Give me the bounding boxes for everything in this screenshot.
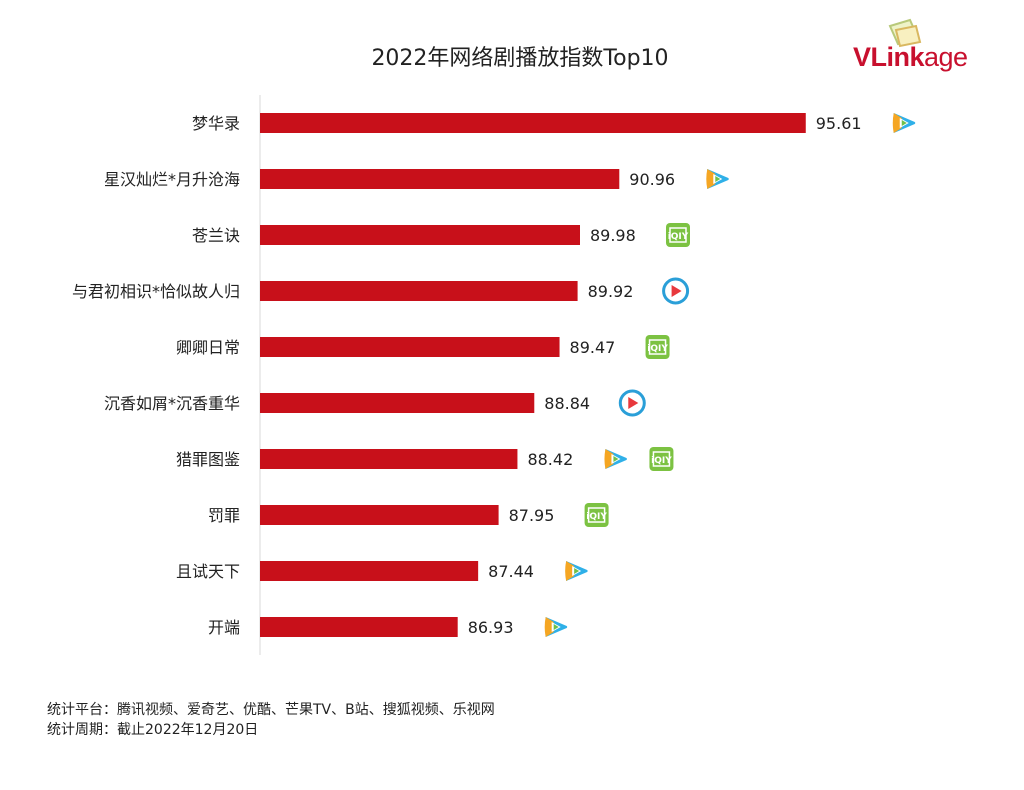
logo-cards-icon <box>888 18 922 48</box>
category-label: 猎罪图鉴 <box>176 450 240 469</box>
category-label: 卿卿日常 <box>176 338 240 357</box>
category-label: 与君初相识*恰似故人归 <box>72 282 240 301</box>
category-label: 且试天下 <box>176 562 240 581</box>
footer-platforms: 统计平台：腾讯视频、爱奇艺、优酷、芒果TV、B站、搜狐视频、乐视网 <box>47 702 495 718</box>
chart-title: 2022年网络剧播放指数Top10 <box>371 46 669 71</box>
value-label: 86.93 <box>468 618 514 637</box>
vlinkage-logo: VLinkage <box>850 18 990 73</box>
youku-icon <box>618 389 646 417</box>
footer-notes: 统计平台：腾讯视频、爱奇艺、优酷、芒果TV、B站、搜狐视频、乐视网 统计周期：截… <box>47 700 495 740</box>
category-label: 罚罪 <box>208 506 240 525</box>
logo-text-bold: VLink <box>853 42 925 72</box>
iqiyi-icon: iQIY <box>645 335 670 359</box>
iqiyi-icon: iQIY <box>649 447 674 471</box>
svg-text:iQIY: iQIY <box>586 512 607 522</box>
svg-text:iQIY: iQIY <box>668 232 689 242</box>
category-label: 星汉灿烂*月升沧海 <box>104 170 240 189</box>
bar <box>260 393 535 413</box>
category-label: 开端 <box>208 618 240 637</box>
value-label: 88.42 <box>527 450 573 469</box>
bar <box>260 617 458 637</box>
value-label: 88.84 <box>544 394 590 413</box>
value-label: 87.44 <box>488 562 534 581</box>
value-label: 90.96 <box>629 170 675 189</box>
bar <box>260 281 578 301</box>
category-label: 梦华录 <box>192 114 240 133</box>
bar <box>260 505 499 525</box>
bar <box>260 169 620 189</box>
value-label: 89.98 <box>590 226 636 245</box>
category-label: 苍兰诀 <box>192 226 240 245</box>
tencent-icon <box>544 617 568 637</box>
value-label: 89.47 <box>570 338 616 357</box>
tencent-icon <box>706 169 729 189</box>
bar <box>260 337 560 357</box>
value-label: 89.92 <box>588 282 634 301</box>
bar <box>260 225 580 245</box>
value-label: 87.95 <box>509 506 555 525</box>
tencent-icon <box>604 449 627 469</box>
bar <box>260 561 479 581</box>
bar <box>260 449 518 469</box>
svg-text:iQIY: iQIY <box>651 456 672 466</box>
category-label: 沉香如屑*沉香重华 <box>104 394 240 413</box>
iqiyi-icon: iQIY <box>584 503 609 527</box>
logo-text-light: age <box>924 42 968 72</box>
value-label: 95.61 <box>816 114 862 133</box>
tencent-icon <box>892 113 916 133</box>
youku-icon <box>662 277 690 305</box>
tencent-icon <box>565 561 588 581</box>
svg-text:iQIY: iQIY <box>647 344 668 354</box>
footer-period: 统计周期：截止2022年12月20日 <box>47 722 259 738</box>
bar <box>260 113 806 133</box>
iqiyi-icon: iQIY <box>665 223 690 247</box>
